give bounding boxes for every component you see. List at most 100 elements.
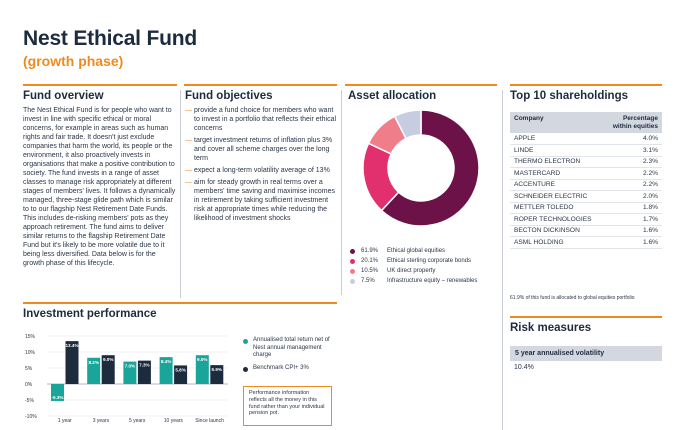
- bar-value-label: 5.8%: [175, 367, 185, 372]
- bar-value-label: 8.4%: [161, 359, 171, 364]
- bar-value-label: 8.2%: [88, 360, 98, 365]
- y-tick-label: -10%: [25, 414, 37, 420]
- holdings-footnote: 61.9% of this fund is allocated to globa…: [510, 295, 635, 301]
- percentage-cell: 2.2%: [603, 179, 662, 191]
- legend-pct: 7.5%: [361, 278, 375, 284]
- percentage-cell: 1.7%: [603, 213, 662, 226]
- company-cell: THERMO ELECTRON: [510, 156, 604, 168]
- percentage-header-line: Percentage: [622, 115, 658, 122]
- bar-value-label: -5.3%: [51, 395, 63, 400]
- fund-return-bar: [195, 355, 209, 384]
- y-tick-label: 5%: [25, 366, 33, 372]
- legend-label: Ethical sterling corporate bonds: [387, 258, 472, 264]
- allocation-legend-item: 20.1% Ethical sterling corporate bonds: [350, 256, 500, 266]
- benchmark-bar: [137, 360, 151, 384]
- company-cell: BECTON DICKINSON: [510, 225, 604, 237]
- holdings-rule: [510, 84, 662, 86]
- company-cell: MASTERCARD: [510, 167, 604, 180]
- benchmark-bar: [65, 341, 79, 384]
- legend-item-fund: Annualised total return net of Nest annu…: [243, 337, 338, 360]
- performance-bar-chart: 15% 10% 5% 0% -5% -10% -5.3% 13.4% 1 year 8.2% 9.0…: [25, 334, 228, 424]
- bar-value-label: 5.9%: [212, 367, 222, 372]
- percentage-cell: 4.0%: [603, 133, 662, 145]
- percentage-column-header: Percentage within equities: [603, 112, 662, 133]
- bar-value-label: 13.4%: [65, 343, 78, 348]
- allocation-donut-chart: [362, 109, 480, 227]
- legend-label: Infrastructure equity – renewables: [387, 278, 478, 284]
- risk-title: Risk measures: [510, 322, 592, 334]
- bar-value-label: 7.3%: [139, 363, 149, 368]
- table-row: SCHNEIDER ELECTRIC 2.0%: [510, 190, 662, 203]
- risk-label: 5 year annualised volatility: [510, 346, 662, 361]
- fund-return-bar: [123, 361, 137, 384]
- x-tick-label: 5 years: [129, 418, 146, 424]
- risk-rule: [510, 316, 662, 318]
- legend-swatch-fund: [243, 339, 248, 344]
- fund-return-bar: [87, 357, 101, 384]
- y-tick-label: 0%: [25, 382, 33, 388]
- objectives-title: Fund objectives: [185, 90, 273, 102]
- holdings-title: Top 10 shareholdings: [510, 90, 628, 102]
- legend-swatch: [350, 268, 355, 274]
- allocation-legend-item: 10.5% UK direct property: [350, 266, 500, 276]
- company-cell: ASML HOLDING: [510, 236, 604, 249]
- percentage-cell: 2.2%: [603, 167, 662, 180]
- bar-value-label: 9.0%: [197, 357, 207, 362]
- allocation-legend: 61.9% Ethical global equities 20.1% Ethi…: [350, 246, 500, 286]
- objective-item: provide a fund choice for members who wa…: [185, 106, 337, 133]
- legend-label-fund: Annualised total return net of Nest annu…: [253, 337, 330, 358]
- fund-return-bar: [159, 357, 173, 384]
- company-column-header: Company: [510, 112, 604, 133]
- legend-pct: 61.9%: [361, 248, 379, 254]
- legend-swatch-benchmark: [243, 366, 248, 372]
- x-tick-label: 3 years: [93, 418, 110, 424]
- objectives-list: provide a fund choice for members who wa…: [185, 106, 337, 226]
- column-divider: [502, 90, 503, 430]
- y-tick-label: 15%: [25, 334, 36, 340]
- performance-note: Performance information reflects all the…: [243, 386, 332, 426]
- table-row: THERMO ELECTRON 2.3%: [510, 156, 662, 168]
- table-row: ROPER TECHNOLOGIES 1.7%: [510, 213, 662, 226]
- legend-pct: 20.1%: [361, 258, 379, 264]
- table-row: ASML HOLDING 1.6%: [510, 236, 662, 249]
- page-subtitle: (growth phase): [23, 53, 124, 69]
- benchmark-bar: [174, 365, 188, 384]
- x-tick-label: 1 year: [58, 418, 72, 424]
- overview-title: Fund overview: [23, 90, 104, 102]
- performance-legend: Annualised total return net of Nest annu…: [243, 337, 338, 372]
- performance-note-text: Performance information reflects all the…: [249, 390, 325, 417]
- company-cell: APPLE: [510, 133, 604, 145]
- benchmark-bar: [210, 365, 224, 384]
- holdings-header-row: Company Percentage within equities: [510, 112, 662, 133]
- bar-value-label: 9.0%: [103, 357, 113, 362]
- legend-pct: 10.5%: [361, 268, 379, 274]
- table-row: ACCENTURE 2.2%: [510, 179, 662, 191]
- percentage-header-line: within equities: [612, 122, 658, 130]
- overview-text: The Nest Ethical Fund is for people who …: [23, 107, 176, 267]
- risk-value: 10.4%: [514, 364, 534, 371]
- percentage-cell: 1.6%: [603, 236, 662, 249]
- percentage-cell: 1.6%: [603, 225, 662, 237]
- objective-item: aim for steady growth in real terms over…: [185, 178, 337, 223]
- percentage-cell: 1.8%: [603, 202, 662, 214]
- legend-label: UK direct property: [387, 268, 436, 274]
- y-tick-label: -5%: [25, 398, 34, 404]
- holdings-table: Company Percentage within equities APPLE…: [510, 112, 662, 249]
- table-row: APPLE 4.0%: [510, 133, 662, 145]
- x-tick-label: 10 years: [164, 418, 184, 424]
- column-divider: [341, 90, 342, 295]
- company-cell: LINDE: [510, 144, 604, 157]
- objective-item: expect a long-term volatility average of…: [185, 166, 337, 175]
- company-cell: METTLER TOLEDO: [510, 202, 604, 214]
- fund-return-bar: [51, 384, 64, 401]
- allocation-title: Asset allocation: [348, 90, 437, 102]
- donut-slice: [393, 109, 422, 140]
- allocation-legend-item: 61.9% Ethical global equities: [350, 246, 500, 256]
- company-cell: ROPER TECHNOLOGIES: [510, 213, 604, 226]
- objectives-rule: [184, 84, 337, 86]
- legend-swatch: [350, 248, 355, 254]
- percentage-cell: 2.3%: [603, 156, 662, 168]
- x-tick-label: Since launch: [195, 418, 224, 424]
- table-row: MASTERCARD 2.2%: [510, 167, 662, 180]
- performance-rule: [23, 302, 337, 304]
